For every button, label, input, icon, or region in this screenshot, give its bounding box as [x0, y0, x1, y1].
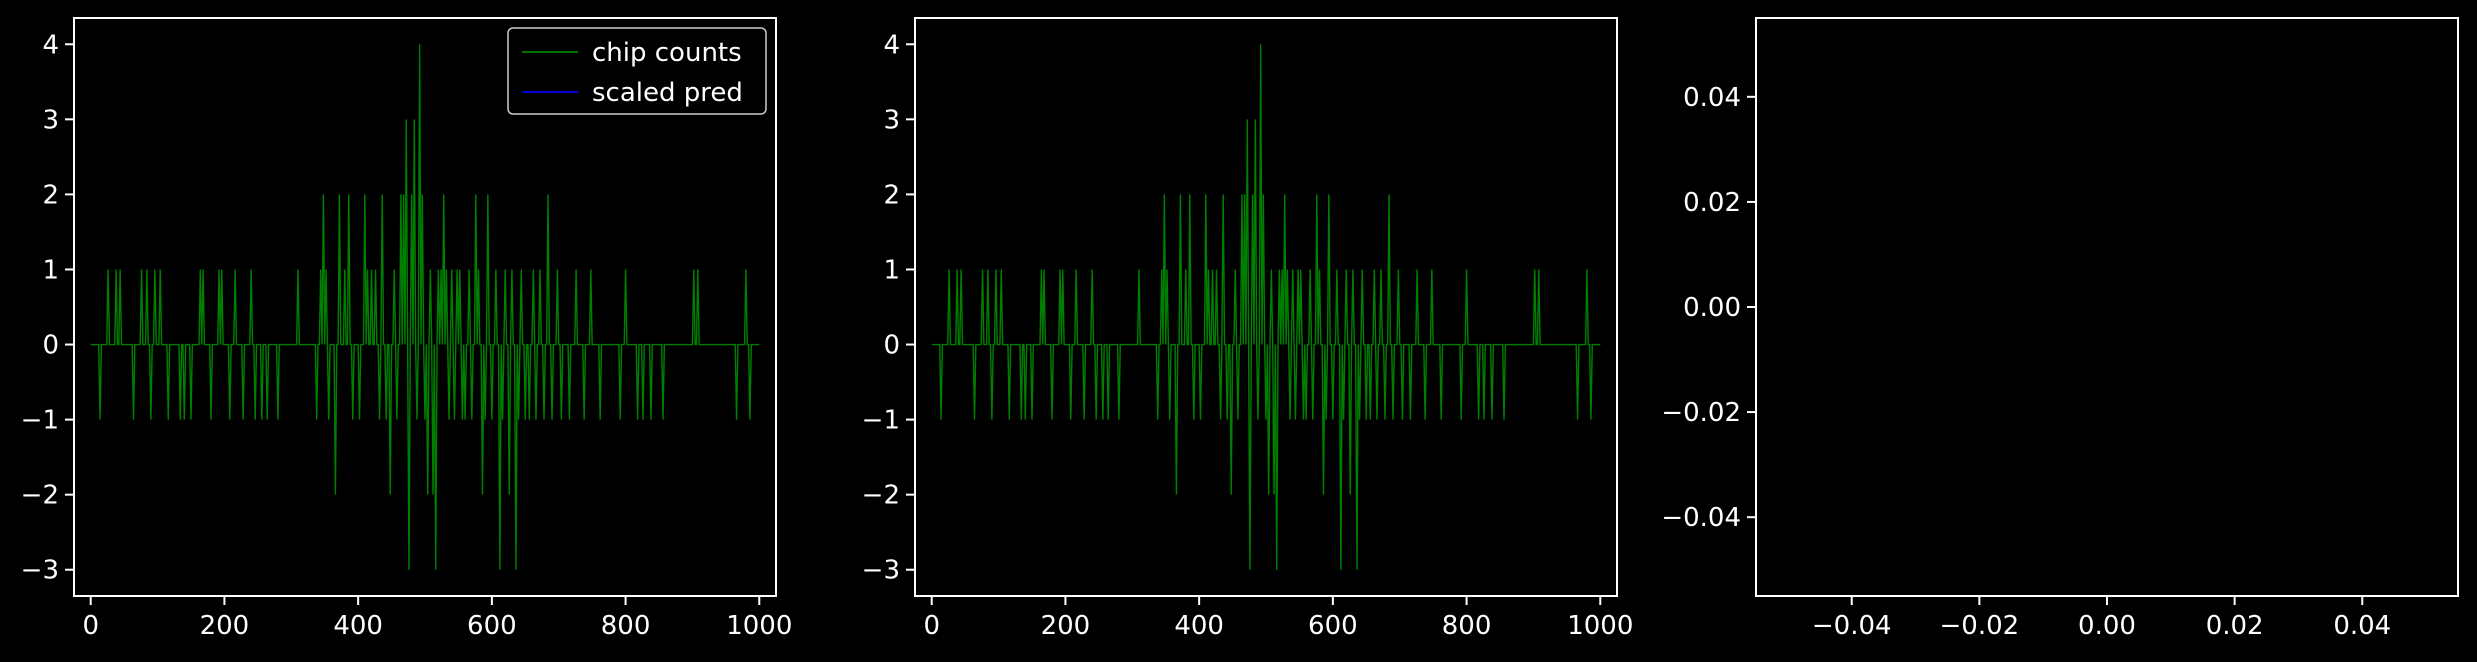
x-tick-label: 0.02 [2206, 611, 2264, 641]
x-tick-label: 400 [333, 611, 383, 641]
y-tick-label: 3 [42, 105, 59, 135]
chart-panel-middle: 0 200 400 600 800 1000 −3 −2 −1 0 1 2 3 4 [862, 17, 1633, 641]
series-line-chip-counts [90, 44, 760, 570]
y-tick-label: 0 [42, 331, 59, 361]
y-tick-label: −0.04 [1661, 503, 1741, 533]
x-tick-label: 400 [1174, 611, 1224, 641]
x-tick-label: 0 [923, 611, 940, 641]
y-tick-label: −1 [21, 406, 59, 436]
y-tick-label: 4 [42, 30, 59, 60]
y-tick-label: 3 [883, 105, 900, 135]
y-tick-label: 4 [883, 30, 900, 60]
y-tick-label: 1 [42, 255, 59, 285]
x-tick-label: 1000 [1567, 611, 1633, 641]
legend-label: chip counts [592, 38, 742, 68]
x-tick-label: 1000 [726, 611, 792, 641]
y-tick-label: 0.00 [1683, 293, 1741, 323]
chart-panel-right: −0.04 −0.02 0.00 0.02 0.04 −0.04 −0.02 0.00 0.02… [1661, 17, 2459, 641]
y-tick-label: 0.04 [1683, 83, 1741, 113]
x-tick-label: −0.04 [1812, 611, 1892, 641]
legend-label: scaled pred [592, 78, 743, 108]
y-tick-label: 0.02 [1683, 188, 1741, 218]
chart-panel-left: 0 200 400 600 800 1000 −3 −2 −1 0 1 2 3 4 chip counts s… [21, 17, 792, 641]
legend: chip counts scaled pred [507, 27, 767, 115]
x-tick-label: 800 [1442, 611, 1492, 641]
y-tick-label: −3 [862, 556, 900, 586]
y-tick-label: −2 [862, 481, 900, 511]
x-tick-label: 800 [601, 611, 651, 641]
x-tick-label: 0.00 [2078, 611, 2136, 641]
y-tick-label: 2 [42, 180, 59, 210]
series-line-counts [931, 44, 1601, 570]
axes-frame [73, 17, 777, 597]
axes-frame [914, 17, 1618, 597]
y-tick-label: −0.02 [1661, 398, 1741, 428]
y-tick-label: −1 [862, 406, 900, 436]
x-tick-label: 600 [467, 611, 517, 641]
x-tick-label: 0.04 [2333, 611, 2391, 641]
y-tick-label: −3 [21, 556, 59, 586]
x-tick-label: −0.02 [1940, 611, 2020, 641]
y-tick-label: 0 [883, 331, 900, 361]
x-tick-label: 200 [200, 611, 250, 641]
x-tick-label: 0 [82, 611, 99, 641]
y-tick-label: 1 [883, 255, 900, 285]
x-tick-label: 600 [1308, 611, 1358, 641]
x-tick-label: 200 [1041, 611, 1091, 641]
y-tick-label: 2 [883, 180, 900, 210]
y-tick-label: −2 [21, 481, 59, 511]
